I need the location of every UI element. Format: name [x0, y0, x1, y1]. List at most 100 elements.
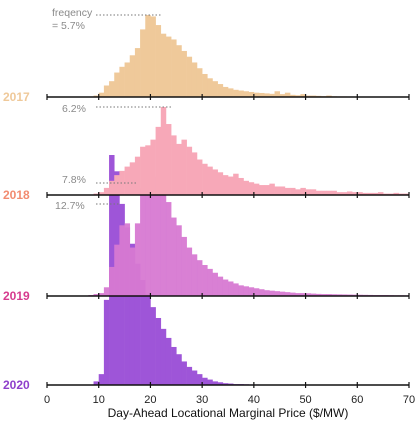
bar-2019-bin-24 [212, 272, 218, 296]
bar-2018-bin-52 [357, 192, 363, 195]
bar-2018-bin-5 [114, 175, 120, 195]
bar-2018-bin-38 [284, 187, 291, 195]
bar-2017-bin-30 [243, 91, 249, 97]
bar-2017-bin-9 [134, 48, 141, 97]
bar-2017-bin-4 [109, 81, 115, 97]
bar-2018-bin-37 [279, 186, 286, 195]
bar-2018-bin-6 [119, 170, 125, 195]
bar-2018-bin-44 [315, 190, 322, 195]
bar-2018-bin-18 [181, 139, 187, 195]
x-axis-label: Day-Ahead Locational Marginal Price ($/M… [108, 406, 349, 420]
bar-2020-bin-19 [186, 366, 193, 385]
x-tick-label-50: 50 [299, 394, 311, 406]
bar-2017-bin-5 [114, 72, 120, 97]
bar-2020-bin-21 [196, 374, 203, 385]
bar-2019-bin-9 [134, 223, 141, 296]
bar-2019-bin-11 [145, 173, 151, 296]
bar-2017-bin-6 [119, 66, 125, 97]
bar-2019-bin-4 [109, 266, 115, 296]
x-tick-label-20: 20 [144, 394, 156, 406]
bar-2018-bin-32 [253, 183, 260, 195]
bar-2020-bin-22 [202, 377, 208, 385]
bar-2019-bin-30 [243, 286, 249, 296]
bar-2017-bin-40 [295, 95, 301, 97]
bar-2019-bin-41 [300, 293, 306, 296]
bar-2020-bin-26 [222, 383, 229, 385]
bar-2019-bin-23 [207, 268, 213, 296]
bar-2017-bin-16 [171, 39, 177, 97]
bar-2018-bin-3 [103, 187, 110, 195]
bar-2019-bin-12 [150, 176, 156, 296]
bar-2018-bin-45 [321, 190, 327, 195]
bar-2019-bin-42 [305, 293, 312, 296]
bar-2019-bin-44 [315, 293, 322, 296]
bar-2020-bin-2 [98, 374, 105, 385]
bar-2020-bin-8 [129, 243, 136, 385]
bar-2017-bin-11 [145, 15, 151, 97]
x-tick-label-70: 70 [403, 394, 415, 406]
bar-2017-bin-34 [264, 93, 270, 97]
bar-2017-bin-26 [222, 86, 229, 97]
bar-2018-bin-28 [233, 173, 239, 195]
bar-2018-bin-2 [98, 192, 105, 195]
bar-2017-bin-31 [248, 91, 255, 97]
x-tick-label-40: 40 [248, 394, 260, 406]
bar-2018-bin-43 [310, 189, 317, 195]
bar-2017-bin-15 [165, 36, 172, 97]
bar-2017-bin-33 [259, 92, 265, 97]
bar-2020-bin-3 [103, 299, 110, 385]
bar-2018-bin-22 [202, 163, 208, 195]
bar-2018-bin-51 [352, 192, 358, 195]
bar-2019-bin-38 [284, 292, 291, 296]
bar-2018-bin-17 [176, 143, 182, 195]
bar-2018-bin-54 [367, 192, 374, 195]
bar-2017-bin-2 [98, 92, 105, 97]
bar-2018-bin-53 [362, 192, 368, 195]
bar-2018-bin-50 [346, 191, 353, 195]
bar-2017-bin-28 [233, 89, 239, 97]
year-label-2017: 2017 [3, 90, 30, 104]
bar-2017-bin-13 [155, 25, 162, 97]
bar-2018-bin-59 [393, 192, 399, 195]
bar-2017-bin-10 [140, 29, 146, 97]
bar-2018-bin-26 [222, 175, 229, 195]
bar-2019-bin-45 [321, 294, 327, 296]
bar-2018-bin-36 [274, 186, 281, 195]
bar-2017-bin-27 [228, 88, 234, 97]
series-2018-group [93, 107, 410, 195]
bar-2020-bin-18 [181, 361, 187, 385]
bar-2018-bin-42 [305, 189, 312, 195]
bar-2018-bin-12 [150, 139, 156, 195]
bar-2020-bin-24 [212, 381, 218, 385]
bar-2018-bin-19 [186, 146, 193, 195]
annotation-3: 12.7% [55, 200, 85, 212]
bar-2019-bin-1 [93, 294, 100, 296]
bar-2019-bin-47 [331, 294, 337, 296]
bar-2018-bin-49 [341, 192, 348, 195]
bar-2017-bin-21 [196, 68, 203, 97]
bar-2018-bin-16 [171, 135, 177, 195]
bar-2018-bin-40 [295, 189, 301, 195]
bar-2019-bin-22 [202, 265, 208, 296]
bar-2018-bin-30 [243, 180, 249, 195]
bar-2020-bin-23 [207, 379, 213, 385]
bar-2017-bin-22 [202, 73, 208, 97]
year-label-2018: 2018 [3, 188, 30, 202]
bar-2018-bin-56 [377, 192, 384, 195]
bar-2019-bin-13 [155, 192, 162, 296]
bar-2018-bin-33 [259, 185, 265, 195]
bar-2020-bin-1 [93, 381, 100, 385]
bar-2019-bin-15 [165, 202, 172, 296]
annotation-2: 7.8% [62, 174, 86, 186]
bar-2019-bin-19 [186, 247, 193, 296]
bar-2018-bin-27 [228, 176, 234, 195]
year-label-2019: 2019 [3, 289, 30, 303]
bar-2019-bin-36 [274, 291, 281, 296]
bar-2019-bin-6 [119, 225, 125, 296]
bar-2018-bin-10 [140, 146, 146, 195]
bar-2019-bin-35 [269, 290, 275, 296]
bar-2019-bin-16 [171, 217, 177, 296]
bar-2019-bin-46 [326, 294, 332, 296]
bar-2019-bin-14 [160, 181, 167, 296]
